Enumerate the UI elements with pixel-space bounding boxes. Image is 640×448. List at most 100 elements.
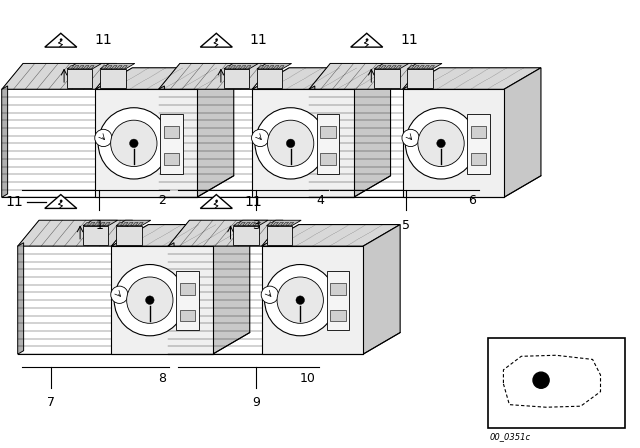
Polygon shape [83,220,118,226]
Text: 1: 1 [95,219,103,232]
Polygon shape [309,64,424,89]
Polygon shape [111,246,212,354]
Polygon shape [73,65,79,69]
Polygon shape [132,222,138,226]
Bar [488,338,625,428]
Text: 7: 7 [47,396,55,409]
Polygon shape [88,65,94,69]
Polygon shape [267,220,301,226]
Polygon shape [95,68,234,89]
Circle shape [366,39,368,41]
Polygon shape [104,222,110,226]
Polygon shape [2,64,116,89]
Text: 11: 11 [244,194,262,209]
Polygon shape [268,222,273,226]
Polygon shape [100,69,125,88]
Polygon shape [385,65,391,69]
Polygon shape [467,114,490,173]
Polygon shape [278,222,284,226]
Polygon shape [18,243,24,354]
Polygon shape [363,224,400,354]
Text: 4: 4 [317,194,324,207]
Circle shape [277,277,323,323]
Polygon shape [235,65,241,69]
Polygon shape [67,64,102,69]
Polygon shape [95,89,196,198]
Circle shape [252,129,269,146]
Polygon shape [106,65,112,69]
Polygon shape [330,283,346,295]
Text: 8: 8 [157,372,166,385]
Text: 5: 5 [403,219,410,232]
Polygon shape [234,220,268,226]
Polygon shape [429,65,435,69]
Circle shape [60,200,62,202]
Polygon shape [116,220,151,226]
Text: 2: 2 [158,194,166,207]
Polygon shape [45,33,77,47]
Polygon shape [180,310,195,322]
Polygon shape [164,153,179,165]
Circle shape [533,372,549,388]
Polygon shape [200,33,232,47]
Circle shape [264,264,336,336]
Polygon shape [159,86,164,198]
Text: 11: 11 [95,33,113,47]
Polygon shape [159,64,273,89]
Text: 11: 11 [250,33,268,47]
Polygon shape [127,222,133,226]
Polygon shape [224,69,249,88]
Polygon shape [45,194,77,208]
Polygon shape [245,65,251,69]
Polygon shape [419,65,424,69]
Circle shape [286,139,295,148]
Polygon shape [267,226,292,245]
Polygon shape [268,65,274,69]
Polygon shape [160,114,182,173]
Polygon shape [67,69,92,88]
Polygon shape [321,126,336,138]
Polygon shape [234,226,259,245]
Polygon shape [258,65,264,69]
Polygon shape [273,65,279,69]
Polygon shape [168,220,283,246]
Text: 3: 3 [252,219,260,232]
Polygon shape [317,114,339,173]
Circle shape [296,296,305,305]
Polygon shape [122,222,128,226]
Polygon shape [83,65,89,69]
Polygon shape [116,226,141,245]
Polygon shape [84,222,90,226]
Circle shape [111,120,157,167]
Circle shape [111,286,128,303]
Polygon shape [408,64,442,69]
Polygon shape [196,68,234,198]
Circle shape [127,277,173,323]
Polygon shape [257,64,292,69]
Polygon shape [504,68,541,198]
Polygon shape [230,65,236,69]
Polygon shape [212,224,250,354]
Polygon shape [225,65,230,69]
Text: 6: 6 [468,194,476,207]
Polygon shape [224,64,259,69]
Polygon shape [2,86,8,198]
Circle shape [405,108,477,179]
Circle shape [418,120,464,167]
Polygon shape [396,65,401,69]
Circle shape [129,139,138,148]
Text: 00_0351c: 00_0351c [490,432,531,441]
Polygon shape [94,222,100,226]
Polygon shape [200,194,232,208]
Polygon shape [101,65,107,69]
Polygon shape [380,65,386,69]
Polygon shape [257,69,282,88]
Polygon shape [309,86,315,198]
Polygon shape [89,222,95,226]
Text: 10: 10 [300,372,316,385]
Polygon shape [250,222,255,226]
Polygon shape [283,222,289,226]
Text: 11: 11 [5,194,23,209]
Polygon shape [408,65,414,69]
Circle shape [436,139,445,148]
